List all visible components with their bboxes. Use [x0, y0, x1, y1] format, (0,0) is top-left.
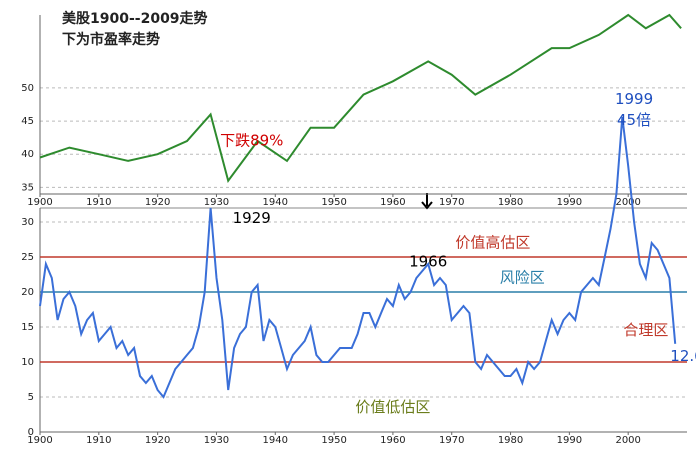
y-tick-label: 0 — [28, 427, 34, 438]
annotation: 合理区 — [623, 321, 668, 339]
x-tick-label: 1950 — [321, 435, 346, 446]
x-tick-label: 1930 — [204, 197, 229, 208]
arrow — [421, 193, 433, 210]
x-tick-label: 1920 — [145, 197, 170, 208]
y-tick-label: 30 — [21, 217, 34, 228]
x-tick-label: 1940 — [263, 197, 288, 208]
x-tick-label: 1900 — [27, 197, 52, 208]
y-tick-label: 25 — [21, 252, 34, 263]
annotation: 12.6 — [670, 347, 696, 365]
annotation: 1966 — [409, 252, 447, 270]
annotation: 下跌89% — [220, 131, 283, 149]
x-tick-label: 1990 — [557, 435, 582, 446]
data-line — [39, 13, 682, 183]
y-tick-label: 35 — [21, 182, 34, 193]
annotation: 价值低估区 — [355, 398, 430, 416]
x-tick-label: 1990 — [557, 197, 582, 208]
annotation: 1999 — [615, 90, 653, 108]
x-tick-label: 1900 — [27, 435, 52, 446]
x-tick-label: 1940 — [263, 435, 288, 446]
x-tick-label: 1910 — [86, 435, 111, 446]
x-tick-label: 2000 — [615, 435, 640, 446]
y-tick-label: 20 — [21, 287, 34, 298]
y-tick-label: 15 — [21, 322, 34, 333]
x-tick-label: 1950 — [321, 197, 346, 208]
y-tick-label: 5 — [28, 392, 34, 403]
y-tick-label: 40 — [21, 149, 34, 160]
y-tick-label: 10 — [21, 357, 34, 368]
x-tick-label: 1930 — [204, 435, 229, 446]
chart-title: 美股1900--2009走势 — [62, 10, 208, 27]
annotation: 价值高估区 — [455, 234, 530, 252]
x-tick-label: 1960 — [380, 197, 405, 208]
x-tick-label: 1960 — [380, 435, 405, 446]
x-tick-label: 1980 — [498, 197, 523, 208]
y-tick-label: 45 — [21, 116, 34, 127]
x-tick-label: 1910 — [86, 197, 111, 208]
annotation: 风险区 — [500, 269, 545, 287]
annotation: 45倍 — [617, 111, 651, 129]
x-tick-label: 2000 — [615, 197, 640, 208]
y-tick-label: 50 — [21, 83, 34, 94]
x-tick-label: 1970 — [439, 435, 464, 446]
chart-subtitle: 下为市盈率走势 — [62, 31, 160, 48]
x-tick-label: 1980 — [498, 435, 523, 446]
annotation: 1929 — [233, 209, 271, 227]
x-tick-label: 1970 — [439, 197, 464, 208]
x-tick-label: 1920 — [145, 435, 170, 446]
data-line — [39, 116, 677, 399]
